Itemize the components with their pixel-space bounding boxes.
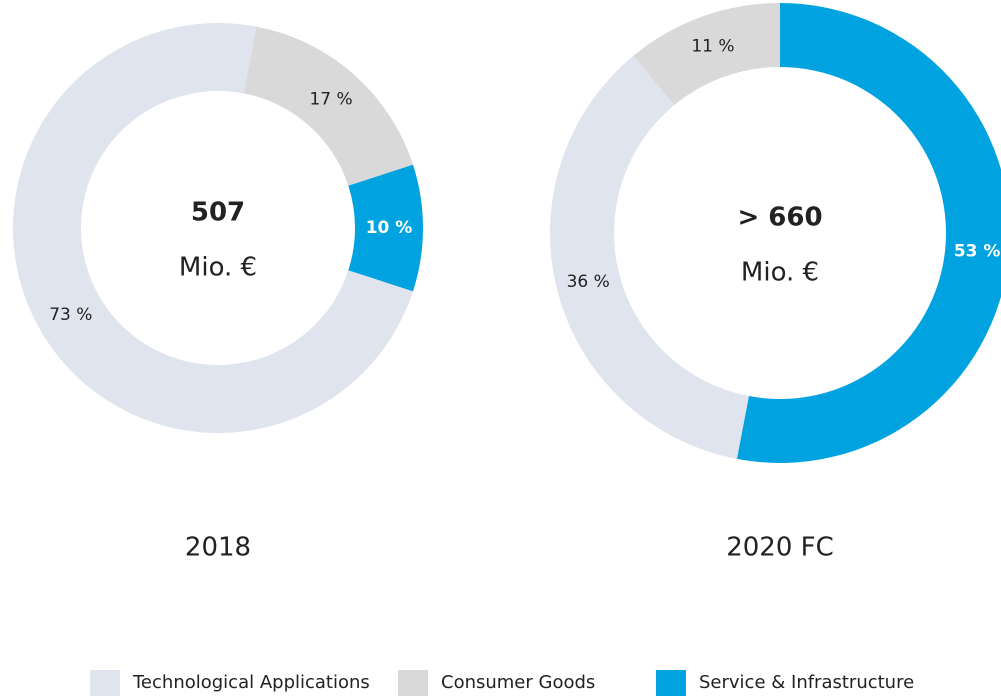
legend-label: Technological Applications xyxy=(132,672,370,693)
value-label: 73 % xyxy=(49,305,92,325)
legend-label: Service & Infrastructure xyxy=(699,672,914,693)
legend-swatch xyxy=(90,670,120,696)
legend-swatch xyxy=(656,670,686,696)
chart-label: 2020 FC xyxy=(726,533,834,563)
center-unit: Mio. € xyxy=(179,253,257,283)
donut-segment xyxy=(736,3,1001,463)
value-label: 11 % xyxy=(691,37,734,57)
donut-segment xyxy=(348,164,423,292)
donut-segment xyxy=(633,3,780,106)
donut-segment xyxy=(12,22,413,434)
value-label: 10 % xyxy=(366,218,413,238)
center-unit: Mio. € xyxy=(741,258,819,288)
legend-swatch xyxy=(398,670,428,696)
donut-segment xyxy=(243,26,413,186)
value-label: 36 % xyxy=(567,272,610,292)
donut-segment xyxy=(550,55,749,459)
chart-label: 2018 xyxy=(185,533,251,563)
center-value: 507 xyxy=(191,198,245,228)
center-value: > 660 xyxy=(737,203,822,233)
value-label: 17 % xyxy=(309,90,352,110)
value-label: 53 % xyxy=(954,242,1001,262)
legend-label: Consumer Goods xyxy=(441,672,595,693)
